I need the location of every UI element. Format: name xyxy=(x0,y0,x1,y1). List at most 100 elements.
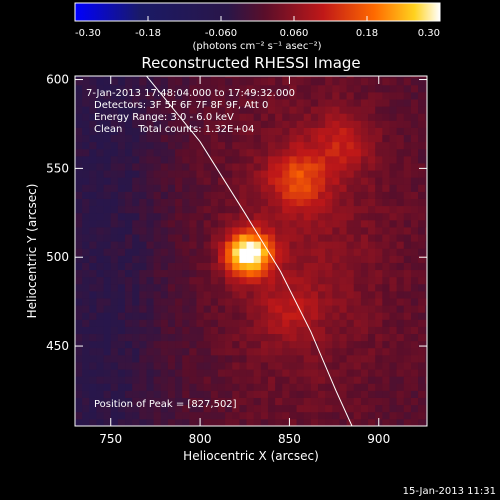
heatmap-cell xyxy=(296,212,305,221)
heatmap-cell xyxy=(253,163,262,171)
heatmap-cell xyxy=(260,283,269,292)
heatmap-cell xyxy=(103,283,112,292)
heatmap-cell xyxy=(217,326,226,335)
heatmap-cell xyxy=(175,298,183,306)
heatmap-cell xyxy=(260,120,269,128)
heatmap-cell xyxy=(146,411,155,420)
heatmap-cell xyxy=(289,305,297,313)
heatmap-cell xyxy=(210,134,219,143)
heatmap-cell xyxy=(160,411,169,420)
heatmap-cell xyxy=(110,91,119,100)
heatmap-cell xyxy=(217,91,226,100)
heatmap-cell xyxy=(153,326,162,335)
heatmap-cell xyxy=(210,298,219,306)
heatmap-cell xyxy=(182,219,190,228)
heatmap-cell xyxy=(425,234,427,242)
heatmap-cell xyxy=(210,312,219,320)
heatmap-cell xyxy=(267,326,276,335)
heatmap-cell xyxy=(203,177,212,185)
heatmap-cell xyxy=(260,362,269,370)
heatmap-cell xyxy=(82,354,90,363)
heatmap-cell xyxy=(253,347,262,356)
heatmap-cell xyxy=(296,234,305,242)
heatmap-cell xyxy=(125,333,133,342)
heatmap-cell xyxy=(410,390,419,398)
heatmap-cell xyxy=(196,99,205,107)
heatmap-cell xyxy=(289,340,297,349)
heatmap-cell xyxy=(346,376,355,384)
heatmap-cell xyxy=(396,340,405,349)
heatmap-cell xyxy=(96,99,104,107)
heatmap-cell xyxy=(289,77,297,86)
heatmap-cell xyxy=(96,127,104,136)
heatmap-cell xyxy=(117,127,126,136)
heatmap-cell xyxy=(260,184,269,192)
heatmap-cell xyxy=(389,91,398,100)
heatmap-cell xyxy=(318,333,326,342)
heatmap-cell xyxy=(253,120,262,128)
heatmap-cell xyxy=(182,191,190,199)
heatmap-cell xyxy=(232,184,240,192)
x-tick-label: 900 xyxy=(367,432,390,446)
heatmap-cell xyxy=(360,326,369,335)
heatmap-cell xyxy=(389,347,398,356)
heatmap-cell xyxy=(217,248,226,256)
heatmap-cell xyxy=(253,326,262,335)
heatmap-cell xyxy=(339,241,347,249)
heatmap-cell xyxy=(410,411,419,420)
heatmap-cell xyxy=(396,127,405,136)
heatmap-cell xyxy=(410,170,419,178)
heatmap-cell xyxy=(339,106,347,114)
heatmap-cell xyxy=(332,127,340,136)
heatmap-cell xyxy=(346,305,355,313)
heatmap-cell xyxy=(346,397,355,406)
heatmap-cell xyxy=(346,255,355,263)
heatmap-cell xyxy=(167,283,176,292)
heatmap-cell xyxy=(418,191,426,199)
heatmap-cell xyxy=(418,99,426,107)
heatmap-cell xyxy=(375,255,383,263)
heatmap-cell xyxy=(239,418,247,426)
heatmap-cell xyxy=(175,262,183,271)
heatmap-cell xyxy=(425,340,427,349)
heatmap-cell xyxy=(403,305,412,313)
heatmap-cell xyxy=(210,376,219,384)
heatmap-cell xyxy=(325,319,333,327)
heatmap-cell xyxy=(382,219,390,228)
heatmap-cell xyxy=(310,127,319,136)
heatmap-cell xyxy=(103,205,112,214)
heatmap-cell xyxy=(339,276,347,285)
heatmap-cell xyxy=(389,106,398,114)
heatmap-cell xyxy=(96,191,104,199)
heatmap-cell xyxy=(339,219,347,228)
heatmap-cell xyxy=(182,262,190,271)
heatmap-cell xyxy=(139,170,147,178)
heatmap-cell xyxy=(182,333,190,342)
heatmap-cell xyxy=(232,354,240,363)
heatmap-cell xyxy=(267,397,276,406)
heatmap-cell xyxy=(82,390,90,398)
heatmap-cell xyxy=(403,234,412,242)
heatmap-cell xyxy=(325,141,333,150)
heatmap-cell xyxy=(117,141,126,150)
colorbar-units: (photons cm⁻² s⁻¹ asec⁻²) xyxy=(192,41,321,52)
heatmap-cell xyxy=(175,84,183,93)
heatmap-cell xyxy=(75,184,83,192)
heatmap-cell xyxy=(360,99,369,107)
colorbar-tick-label: 0.30 xyxy=(418,28,440,39)
peak-position-label: Position of Peak = [827,502] xyxy=(94,399,237,410)
heatmap-cell xyxy=(275,305,283,313)
heatmap-cell xyxy=(267,276,276,285)
heatmap-cell xyxy=(167,376,176,384)
heatmap-cell xyxy=(125,212,133,221)
heatmap-cell xyxy=(410,127,419,136)
heatmap-cell xyxy=(210,184,219,192)
heatmap-cell xyxy=(75,155,83,164)
heatmap-cell xyxy=(225,84,233,93)
heatmap-cell xyxy=(353,383,362,391)
heatmap-cell xyxy=(375,347,383,356)
heatmap-cell xyxy=(182,383,190,391)
heatmap-cell xyxy=(310,397,319,406)
heatmap-cell xyxy=(146,397,155,406)
heatmap-cell xyxy=(89,326,97,335)
